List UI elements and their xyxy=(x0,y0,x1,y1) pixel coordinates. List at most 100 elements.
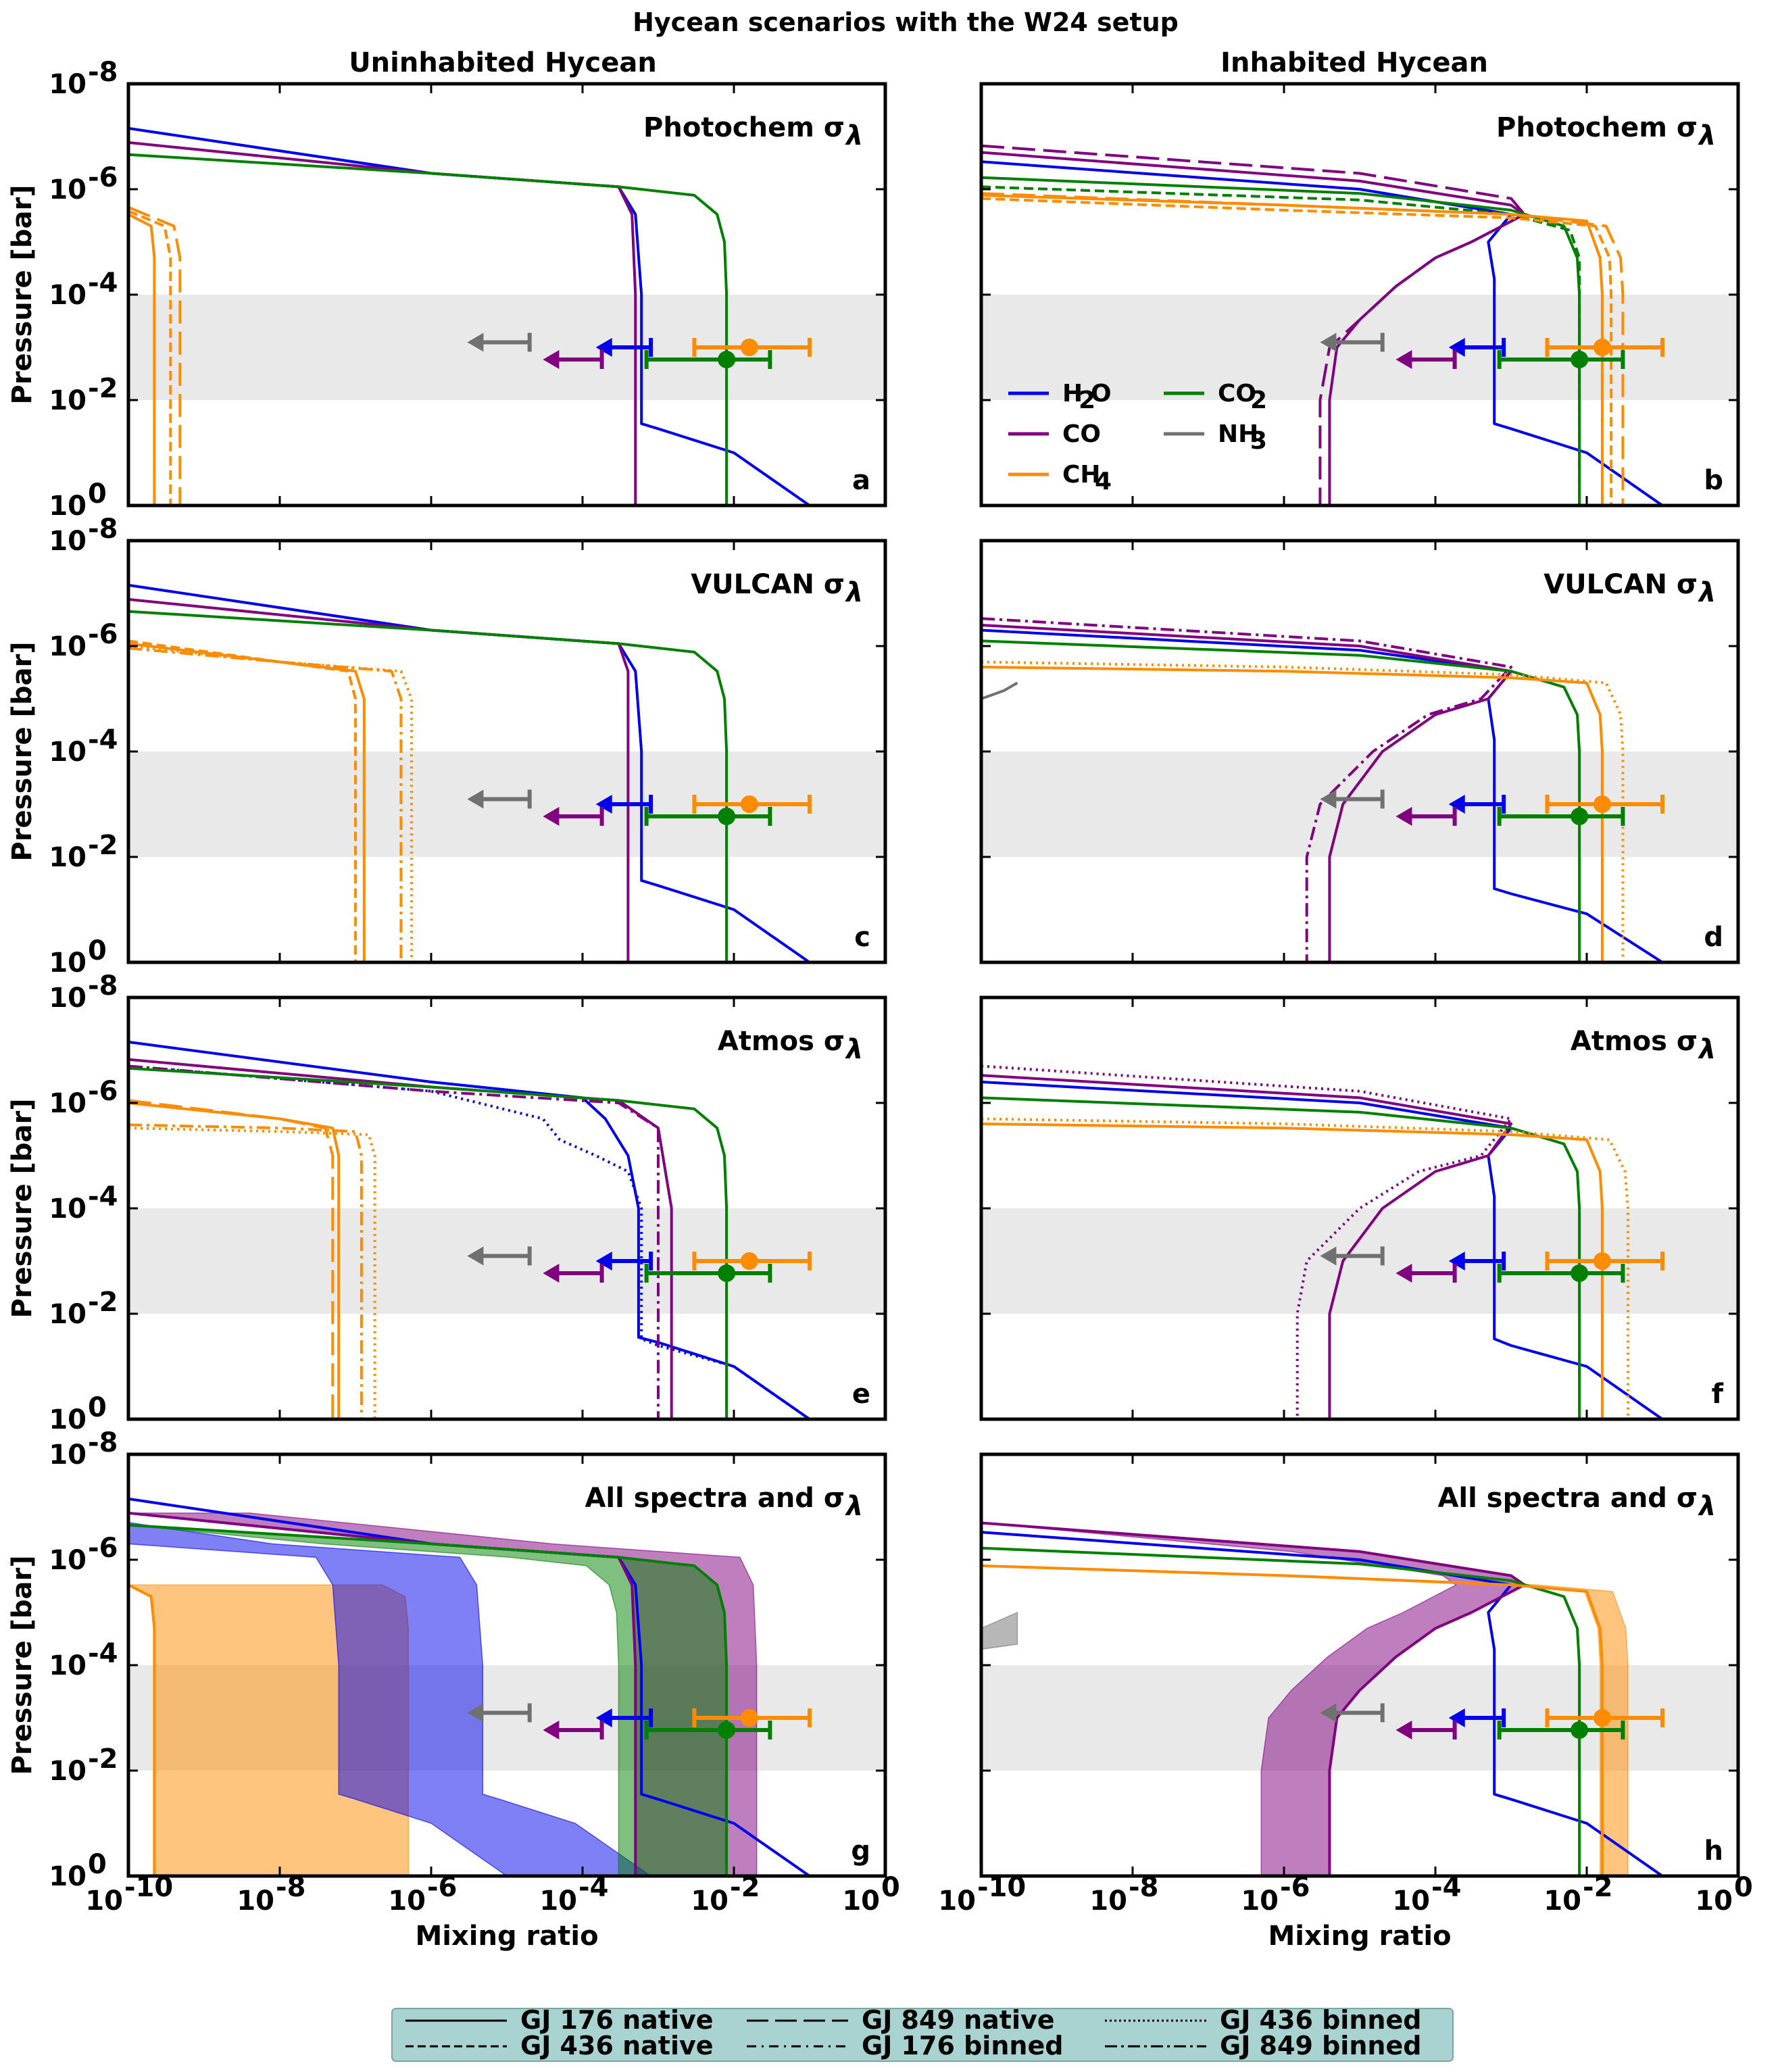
series-line-ch4-longdash xyxy=(128,1099,335,1419)
x-tick-label: 10 xyxy=(85,1885,123,1917)
upper-limit-co xyxy=(1396,349,1457,369)
legend-item-0: H2O xyxy=(1008,380,1112,414)
upper-limit-co xyxy=(1396,1263,1457,1283)
series-line-ch4-solid xyxy=(981,666,1604,962)
series-line-co-solid xyxy=(981,624,1512,962)
upper-limit-nh3 xyxy=(467,1703,532,1723)
y-tick-exponent: -6 xyxy=(88,619,118,650)
x-tick-label: 10 xyxy=(1544,1885,1581,1917)
limit-arrowhead xyxy=(1448,338,1465,357)
series-line-co-solid xyxy=(981,151,1526,505)
observation-co2 xyxy=(644,806,772,826)
observation-ch4 xyxy=(1545,795,1664,814)
linestyle-legend-item-3: GJ 436 native xyxy=(405,2031,714,2061)
y-tick-label: 10 xyxy=(49,1193,87,1225)
y-tick-exponent: -8 xyxy=(88,970,118,1002)
y-axis-label: Pressure [bar] xyxy=(7,1556,38,1775)
x-tick-label: 10 xyxy=(1695,1885,1733,1917)
y-tick-label: 10 xyxy=(49,385,87,416)
series-line-co-solid xyxy=(128,141,637,505)
upper-limit-co xyxy=(543,1263,604,1283)
observation-co2 xyxy=(644,1263,772,1283)
x-tick-label: 10 xyxy=(539,1885,577,1917)
series-line-ch4-dotted xyxy=(981,1117,1629,1419)
series-line-co2-solid xyxy=(128,1066,729,1419)
observation-co2 xyxy=(1497,806,1625,826)
linestyle-label: GJ 176 native xyxy=(520,2005,714,2035)
x-tick-label: 10 xyxy=(388,1885,426,1917)
series-line-h2o-solid xyxy=(981,160,1664,505)
x-tick-exponent: -10 xyxy=(977,1872,1026,1903)
x-tick-exponent: -2 xyxy=(730,1872,760,1903)
column-title-left: Uninhabited Hycean xyxy=(349,47,657,78)
upper-limit-nh3 xyxy=(467,332,532,352)
legend-subscript: 2 xyxy=(1079,387,1095,414)
observation-marker xyxy=(718,1721,736,1739)
series-line-co-dashdot xyxy=(128,1064,660,1419)
limit-arrowhead xyxy=(467,332,484,352)
y-tick-exponent: -2 xyxy=(88,1744,118,1775)
series-line-ch4-dotted xyxy=(128,645,413,962)
y-tick-label: 10 xyxy=(49,1545,87,1576)
panel-title: Photochem σ xyxy=(1496,112,1698,143)
observation-ch4 xyxy=(692,338,812,357)
upper-limit-nh3 xyxy=(1320,332,1385,352)
y-tick-label: 10 xyxy=(49,983,87,1014)
limit-arrowhead xyxy=(1448,1708,1465,1727)
legend-box xyxy=(391,2008,1454,2062)
y-tick-label: 10 xyxy=(49,280,87,311)
x-tick-exponent: -10 xyxy=(124,1872,173,1903)
observation-co2 xyxy=(1497,349,1625,369)
legend-subscript: 3 xyxy=(1250,427,1267,455)
figure-title: Hycean scenarios with the W24 setup xyxy=(633,7,1179,37)
x-tick-exponent: 0 xyxy=(881,1872,900,1903)
upper-limit-nh3 xyxy=(467,789,532,809)
observation-marker xyxy=(718,807,736,825)
series-line-h2o-solid xyxy=(981,628,1664,962)
observation-marker xyxy=(1593,1252,1611,1270)
linestyle-label: GJ 436 binned xyxy=(1220,2005,1421,2035)
plot-area xyxy=(981,1521,1664,1876)
series-line-ch4-solid xyxy=(128,1583,156,1876)
x-tick-exponent: -2 xyxy=(1583,1872,1612,1903)
observation-marker xyxy=(1593,339,1611,356)
y-tick-exponent: -4 xyxy=(88,1638,118,1669)
linestyle-legend-item-0: GJ 176 native xyxy=(405,2005,714,2035)
observation-marker xyxy=(1571,807,1589,825)
panel-title-subscript: λ xyxy=(1698,1034,1716,1065)
linestyle-legend-item-5: GJ 849 binned xyxy=(1105,2031,1421,2061)
panel-title: All spectra and σ xyxy=(585,1483,845,1514)
legend-item-3: CO2 xyxy=(1164,380,1267,414)
observation-marker xyxy=(1571,1264,1589,1282)
upper-limit-nh3 xyxy=(1320,1703,1385,1723)
series-line-ch4-longdash xyxy=(128,205,182,505)
x-tick-exponent: -6 xyxy=(1280,1872,1310,1903)
series-line-ch4-dashed xyxy=(128,639,357,962)
upper-limit-h2o xyxy=(595,1708,653,1727)
y-tick-exponent: -4 xyxy=(88,1181,118,1212)
linestyle-legend-item-2: GJ 436 binned xyxy=(1105,2005,1421,2035)
panel-title: All spectra and σ xyxy=(1437,1483,1698,1514)
y-axis-label: Pressure [bar] xyxy=(7,1099,38,1318)
plot-area xyxy=(128,126,812,505)
observation-marker xyxy=(718,1264,736,1282)
observation-ch4 xyxy=(692,1252,812,1271)
y-tick-exponent: 0 xyxy=(88,935,107,966)
series-line-h2o-solid xyxy=(981,1531,1664,1876)
observation-marker xyxy=(740,1709,758,1727)
y-tick-label: 10 xyxy=(49,491,87,522)
limit-arrowhead xyxy=(1396,1720,1412,1740)
y-tick-label: 10 xyxy=(49,1756,87,1787)
series-line-co-solid xyxy=(981,1521,1526,1876)
plot-area xyxy=(128,583,812,962)
y-tick-label: 10 xyxy=(49,1088,87,1119)
panel-letter: b xyxy=(1704,465,1723,496)
linestyle-legend-item-4: GJ 176 binned xyxy=(747,2031,1063,2061)
y-tick-exponent: 0 xyxy=(88,1849,107,1880)
limit-arrowhead xyxy=(543,1720,560,1740)
series-line-co2-solid xyxy=(981,639,1581,962)
panel-f: Atmos σ λ f xyxy=(979,995,1740,1421)
